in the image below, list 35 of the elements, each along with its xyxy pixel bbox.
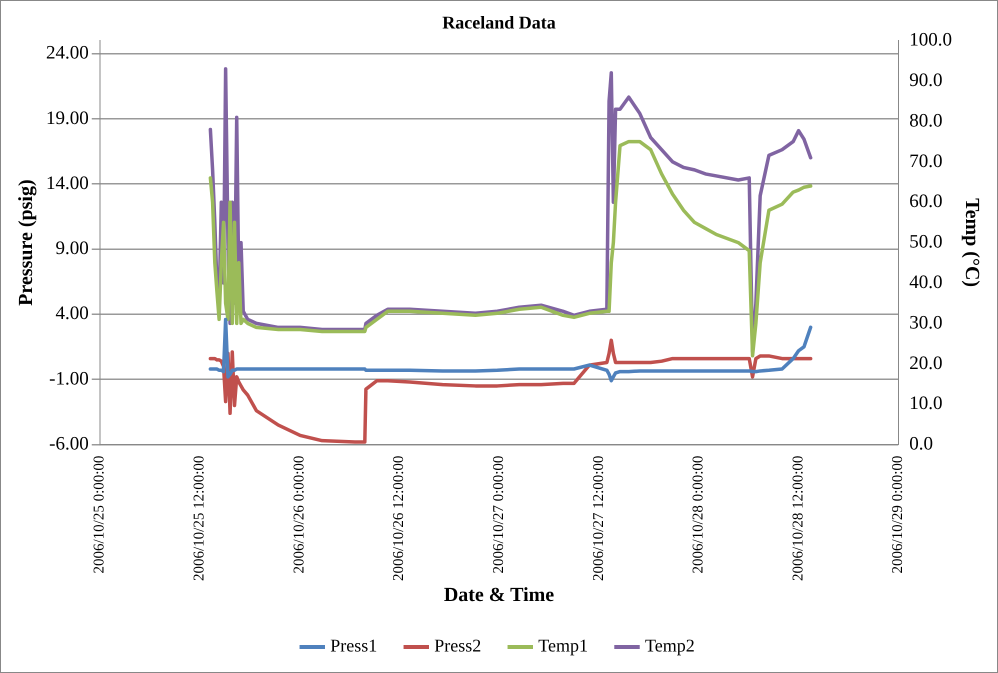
- y-tick-label: -6.00: [49, 434, 89, 455]
- x-tick-label: 2006/10/25 0:00:00: [92, 456, 108, 574]
- legend-label: Press1: [330, 636, 378, 656]
- x-axis-title: Date & Time: [444, 584, 554, 606]
- x-tick-label: 2006/10/27 0:00:00: [490, 456, 507, 574]
- y-axis-title: Pressure (psig): [15, 179, 38, 306]
- y-tick-label: 4.00: [56, 303, 89, 324]
- y-tick-label: 14.00: [46, 172, 89, 194]
- y2-axis-title: Temp (°C): [960, 198, 983, 288]
- legend-label: Temp2: [645, 636, 695, 656]
- y2-tick-label: 30.0: [909, 312, 942, 334]
- y2-tick-label: 60.0: [909, 191, 942, 212]
- y2-tick-label: 70.0: [909, 150, 942, 172]
- y2-tick-label: 90.0: [909, 70, 942, 91]
- y-tick-label: 19.00: [46, 108, 89, 129]
- y-tick-label: -1.00: [49, 368, 89, 390]
- x-tick-label: 2006/10/28 12:00:00: [790, 456, 806, 581]
- y2-tick-label: 40.0: [909, 272, 942, 293]
- x-tick-label: 2006/10/27 12:00:00: [590, 456, 607, 581]
- x-tick-label: 2006/10/26 0:00:00: [291, 456, 308, 574]
- y2-tick-label: 0.0: [909, 434, 933, 455]
- chart-title: Raceland Data: [442, 12, 556, 32]
- x-tick-label: 2006/10/29 0:00:00: [890, 456, 906, 574]
- legend-label: Temp1: [538, 636, 588, 656]
- y2-tick-label: 20.0: [909, 352, 942, 374]
- y-tick-label: 9.00: [56, 238, 89, 260]
- legend-label: Press2: [434, 636, 482, 656]
- x-tick-label: 2006/10/28 0:00:00: [690, 456, 707, 574]
- x-tick-label: 2006/10/26 12:00:00: [391, 456, 408, 581]
- y-tick-label: 24.00: [46, 42, 89, 64]
- y2-tick-label: 50.0: [909, 232, 942, 253]
- x-tick-label: 2006/10/25 12:00:00: [192, 456, 208, 581]
- y2-tick-label: 100.0: [909, 30, 952, 51]
- y2-tick-label: 10.0: [909, 393, 942, 414]
- y2-tick-label: 80.0: [909, 110, 942, 132]
